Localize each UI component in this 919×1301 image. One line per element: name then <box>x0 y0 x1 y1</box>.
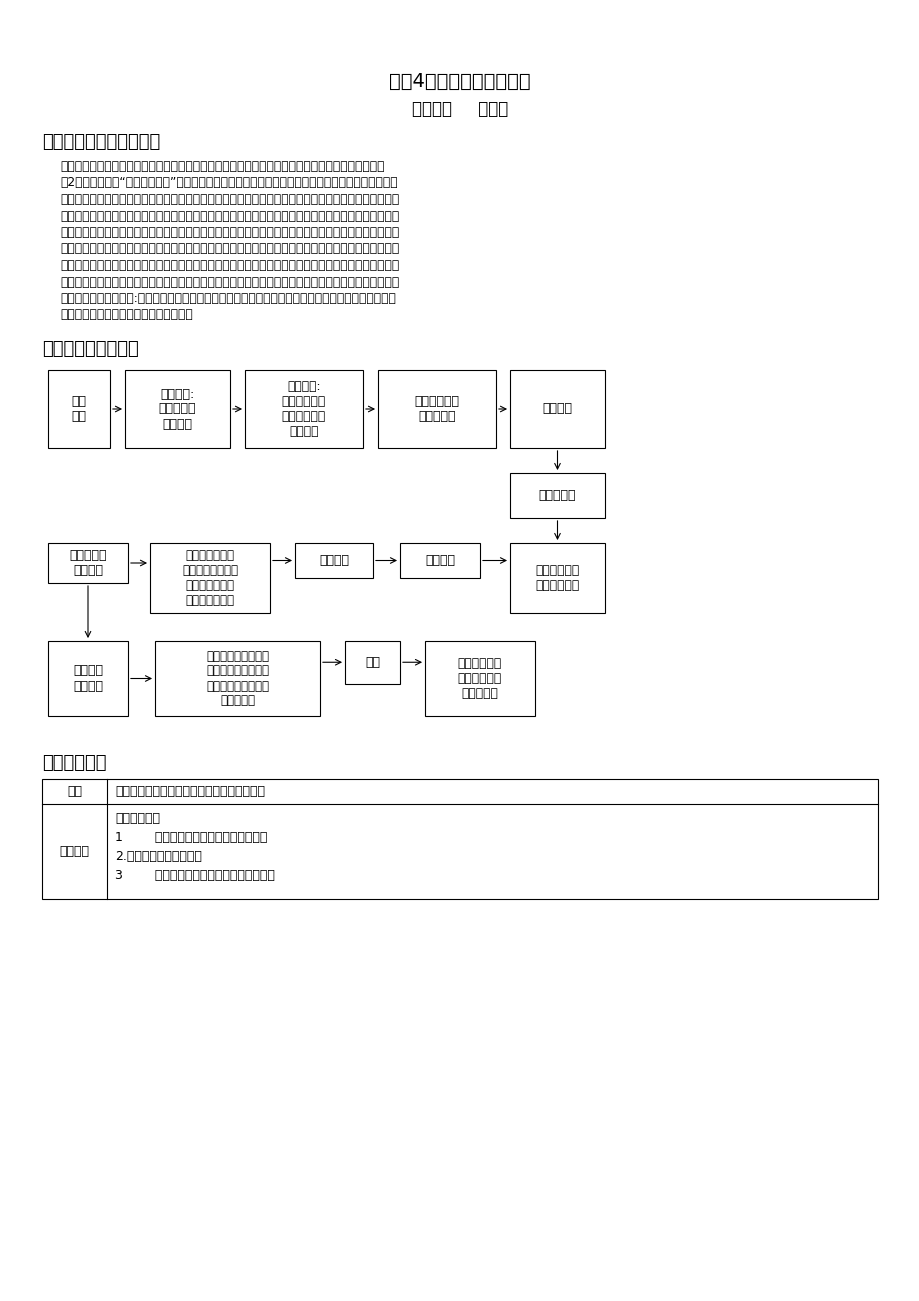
Text: 教学目标: 教学目标 <box>60 846 89 857</box>
Text: 课题: 课题 <box>67 785 82 798</box>
Text: 分析原因，进
一步提出解决: 分析原因，进 一步提出解决 <box>535 565 579 592</box>
FancyBboxPatch shape <box>345 641 400 683</box>
Text: 回归生活: 回归生活 <box>319 554 348 567</box>
Text: 学生展示
研究成果: 学生展示 研究成果 <box>73 665 103 692</box>
FancyBboxPatch shape <box>125 369 230 448</box>
Text: 发现问题:
单液原电池电
流不稳定、放
电效率低: 发现问题: 单液原电池电 流不稳定、放 电效率低 <box>281 380 325 438</box>
Text: 习化学的兴趣。紧接着理论回归生活实际，让学生体会到化学在生活中的魅力。然后展示近三年中国原电: 习化学的兴趣。紧接着理论回归生活实际，让学生体会到化学在生活中的魅力。然后展示近… <box>60 226 399 239</box>
Text: 实验探究: 实验探究 <box>542 402 572 415</box>
Text: 的关系，让学生认识到:原电池的反应原理和原电池反应所遵循的规律原来自己早已经掌握，化学的学习: 的关系，让学生认识到:原电池的反应原理和原电池反应所遵循的规律原来自己早已经掌握… <box>60 291 395 304</box>
Text: 极、负极、电解质溶液的概念。选修四第四章第一节通过探究实验，学生发现单液原电池电流不稳、放电: 极、负极、电解质溶液的概念。选修四第四章第一节通过探究实验，学生发现单液原电池电… <box>60 193 399 206</box>
FancyBboxPatch shape <box>154 641 320 716</box>
FancyBboxPatch shape <box>378 369 495 448</box>
Text: 知识
回顾: 知识 回顾 <box>72 396 86 423</box>
FancyBboxPatch shape <box>509 369 605 448</box>
FancyBboxPatch shape <box>400 543 480 578</box>
Text: 小结: 小结 <box>365 656 380 669</box>
Text: 原电池是中学电化学基础知识，也是学生了解化学原理应用于生活实际的重要切入点之一。在必修化: 原电池是中学电化学基础知识，也是学生了解化学原理应用于生活实际的重要切入点之一。… <box>60 160 384 173</box>
Text: 也不难，体会化学知识之间融合的乐趣。: 也不难，体会化学知识之间融合的乐趣。 <box>60 308 193 321</box>
Text: 分析原因，提
出解决方案: 分析原因，提 出解决方案 <box>414 396 459 423</box>
Text: 黄冈中学     甘文广: 黄冈中学 甘文广 <box>412 100 507 118</box>
FancyBboxPatch shape <box>244 369 363 448</box>
Text: 并组装新的双液电池的求知欲，初步理解氧化还原反应与原电池的关系。学生展示研究成果，增强学生学: 并组装新的双液电池的求知欲，初步理解氧化还原反应与原电池的关系。学生展示研究成果… <box>60 259 399 272</box>
Text: 选修四《化学反应原理》第四章第一节原电池: 选修四《化学反应原理》第四章第一节原电池 <box>115 785 265 798</box>
FancyBboxPatch shape <box>509 474 605 518</box>
Text: 实验验证: 实验验证 <box>425 554 455 567</box>
Text: 1        ．了解双液原电池的结构与特点：: 1 ．了解双液原电池的结构与特点： <box>115 831 267 844</box>
Text: 一、教材分析与设计思路: 一、教材分析与设计思路 <box>42 133 160 151</box>
FancyBboxPatch shape <box>150 543 269 613</box>
Text: 学生自主设
计新电池: 学生自主设 计新电池 <box>69 549 107 578</box>
Text: 三、教学设计: 三、教学设计 <box>42 755 107 771</box>
Text: 结合学生研究成果，
适，归纳原电池反应
与氧化还原反应的密
切关系关系: 结合学生研究成果， 适，归纳原电池反应 与氧化还原反应的密 切关系关系 <box>206 649 268 708</box>
Text: 习化学的自信心和自豪感。最后通过讨论，升华学生对原电池反应的认识，总结出原电池与氧化还原反应: 习化学的自信心和自豪感。最后通过讨论，升华学生对原电池反应的认识，总结出原电池与… <box>60 276 399 289</box>
Text: 介绍我国电池的
研究进展，鼓励学
生设计并组装与
前不同的原电池: 介绍我国电池的 研究进展，鼓励学 生设计并组装与 前不同的原电池 <box>182 549 238 608</box>
Text: 3        ．会书写电极反应式、电池反应式：: 3 ．会书写电极反应式、电池反应式： <box>115 869 275 882</box>
Text: 鼓励学生为新
型原电池的研
发贡献力量: 鼓励学生为新 型原电池的研 发贡献力量 <box>458 657 502 700</box>
Text: 效率低等缺点，激发学生解决问题的欲望，引导学生设计解决方案，培养学生科学探究能力，激发学生学: 效率低等缺点，激发学生解决问题的欲望，引导学生设计解决方案，培养学生科学探究能力… <box>60 209 399 222</box>
Bar <box>42 779 877 899</box>
Text: 发现新问题: 发现新问题 <box>539 489 575 502</box>
Text: 学2第二章第二节“化学能与电能”部分，学生已初步掌握将化学能转化为电能的途径，已有原电池、正: 学2第二章第二节“化学能与电能”部分，学生已初步掌握将化学能转化为电能的途径，已… <box>60 177 397 190</box>
Text: 引入新知:
组装原电池
观察现象: 引入新知: 组装原电池 观察现象 <box>159 388 196 431</box>
FancyBboxPatch shape <box>509 543 605 613</box>
Text: 二、教学流程示意图: 二、教学流程示意图 <box>42 340 139 358</box>
FancyBboxPatch shape <box>48 641 128 716</box>
Text: 知识与技能：: 知识与技能： <box>115 812 160 825</box>
Text: 池的研究成果，进一步激发学生研究原电池的热情，然后提供中学化学中的常见物质，满足学生自主设计: 池的研究成果，进一步激发学生研究原电池的热情，然后提供中学化学中的常见物质，满足… <box>60 242 399 255</box>
Text: 2.深入理解原电池原理；: 2.深入理解原电池原理； <box>115 850 201 863</box>
Text: 选修4第四章第一节原电池: 选修4第四章第一节原电池 <box>389 72 530 91</box>
FancyBboxPatch shape <box>425 641 535 716</box>
FancyBboxPatch shape <box>295 543 372 578</box>
FancyBboxPatch shape <box>48 369 110 448</box>
FancyBboxPatch shape <box>48 543 128 583</box>
